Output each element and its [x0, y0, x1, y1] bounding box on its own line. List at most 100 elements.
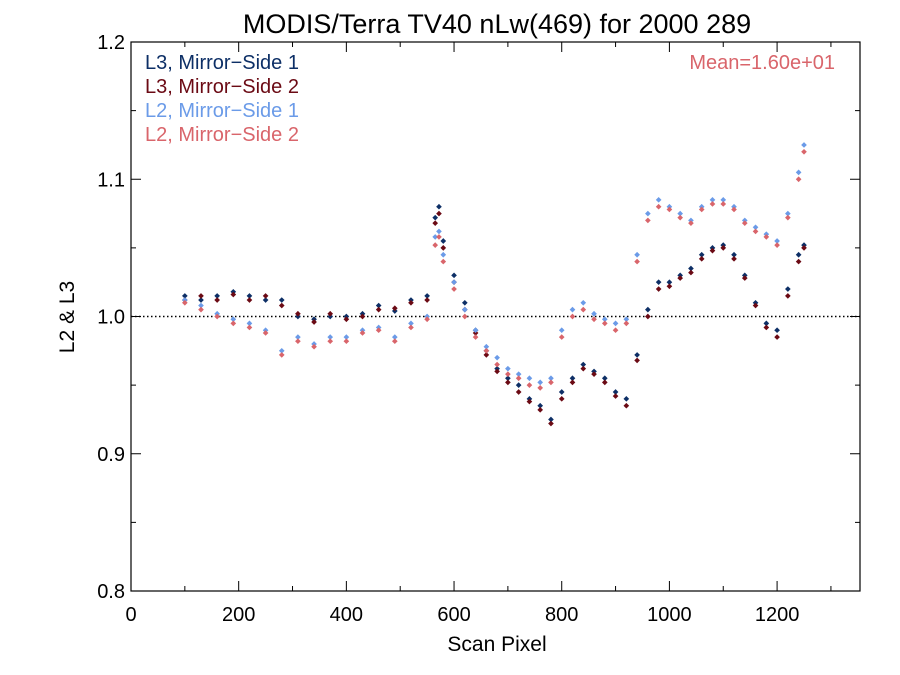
data-point: [246, 324, 253, 331]
data-point: [505, 371, 511, 377]
data-point: [801, 148, 807, 155]
data-point: [198, 306, 204, 313]
data-point: [548, 420, 554, 427]
data-point: [666, 279, 673, 286]
data-point: [591, 371, 597, 377]
data-point: [612, 393, 619, 399]
data-point: [278, 347, 285, 354]
data-point: [645, 313, 651, 320]
data-point: [720, 201, 727, 207]
data-point: [230, 316, 237, 323]
data-point: [526, 375, 533, 382]
data-point: [731, 206, 737, 213]
data-point: [677, 214, 684, 221]
x-tick-label: 600: [437, 604, 470, 626]
data-point: [801, 245, 807, 251]
data-point: [580, 306, 587, 313]
data-point: [591, 316, 597, 323]
data-point: [801, 142, 807, 148]
data-point: [391, 338, 398, 345]
data-point: [537, 402, 544, 409]
data-point: [731, 251, 737, 258]
data-point: [548, 379, 554, 386]
legend-entry: L3, Mirror−Side 1: [145, 52, 299, 74]
data-point: [451, 279, 457, 286]
data-point: [558, 327, 565, 334]
x-tick-label: 400: [330, 604, 363, 626]
data-point: [601, 320, 608, 327]
data-point: [440, 245, 447, 251]
data-point: [634, 251, 640, 258]
data-point: [432, 242, 439, 248]
data-point: [408, 320, 414, 327]
data-point: [505, 365, 511, 372]
data-point: [785, 214, 791, 221]
data-point: [763, 324, 770, 331]
data-point: [752, 228, 759, 235]
legend-entry: L2, Mirror−Side 1: [145, 100, 299, 122]
data-point: [601, 316, 608, 323]
data-point: [763, 234, 770, 240]
data-point: [472, 327, 479, 334]
y-tick-label: 0.8: [97, 581, 125, 603]
data-point: [558, 334, 565, 340]
data-point: [548, 375, 554, 382]
chart-title: MODIS/Terra TV40 nLw(469) for 2000 289: [243, 9, 751, 39]
data-point: [634, 357, 640, 364]
data-point: [548, 416, 554, 423]
data-point: [666, 283, 673, 290]
legend: L3, Mirror−Side 1L3, Mirror−Side 2L2, Mi…: [145, 52, 299, 146]
legend-entry: L2, Mirror−Side 2: [145, 124, 299, 146]
data-point: [494, 368, 500, 375]
data-point: [343, 338, 350, 345]
data-point: [359, 330, 366, 336]
data-point: [461, 313, 468, 320]
data-point: [278, 352, 285, 358]
data-point: [295, 334, 301, 340]
data-point: [785, 210, 791, 217]
data-point: [440, 258, 447, 265]
data-point: [623, 320, 630, 327]
data-point: [558, 389, 565, 395]
data-point: [731, 256, 737, 262]
data-point: [432, 234, 439, 240]
data-point: [763, 320, 770, 327]
data-point: [785, 286, 791, 292]
data-point: [246, 297, 253, 303]
data-point: [327, 338, 334, 345]
data-point: [537, 407, 544, 413]
data-point: [408, 299, 414, 306]
data-point: [230, 320, 237, 327]
data-point: [182, 299, 188, 306]
data-point: [436, 228, 442, 235]
y-tick-label: 1.0: [97, 307, 125, 329]
data-point: [558, 396, 565, 402]
legend-entry: L3, Mirror−Side 2: [145, 76, 299, 98]
data-point: [198, 293, 204, 299]
data-point: [278, 297, 285, 303]
data-point: [432, 220, 439, 226]
y-tick-label: 1.1: [97, 169, 125, 191]
data-point: [645, 306, 651, 313]
data-point: [436, 210, 442, 217]
data-point: [391, 305, 398, 312]
x-tick-label: 1000: [647, 604, 692, 626]
data-point: [424, 297, 430, 303]
data-point: [666, 206, 673, 213]
data-point: [214, 313, 220, 320]
data-point: [645, 217, 651, 224]
data-point: [515, 389, 522, 395]
data-point: [472, 334, 479, 340]
data-point: [451, 272, 457, 279]
data-point: [774, 238, 780, 244]
data-point: [537, 379, 544, 386]
data-point: [795, 169, 802, 176]
x-tick-label: 800: [545, 604, 578, 626]
data-point: [515, 371, 522, 377]
data-point: [505, 375, 511, 382]
data-point: [677, 275, 684, 281]
data-point: [436, 234, 442, 240]
data-point: [515, 375, 522, 382]
data-point: [774, 334, 780, 340]
